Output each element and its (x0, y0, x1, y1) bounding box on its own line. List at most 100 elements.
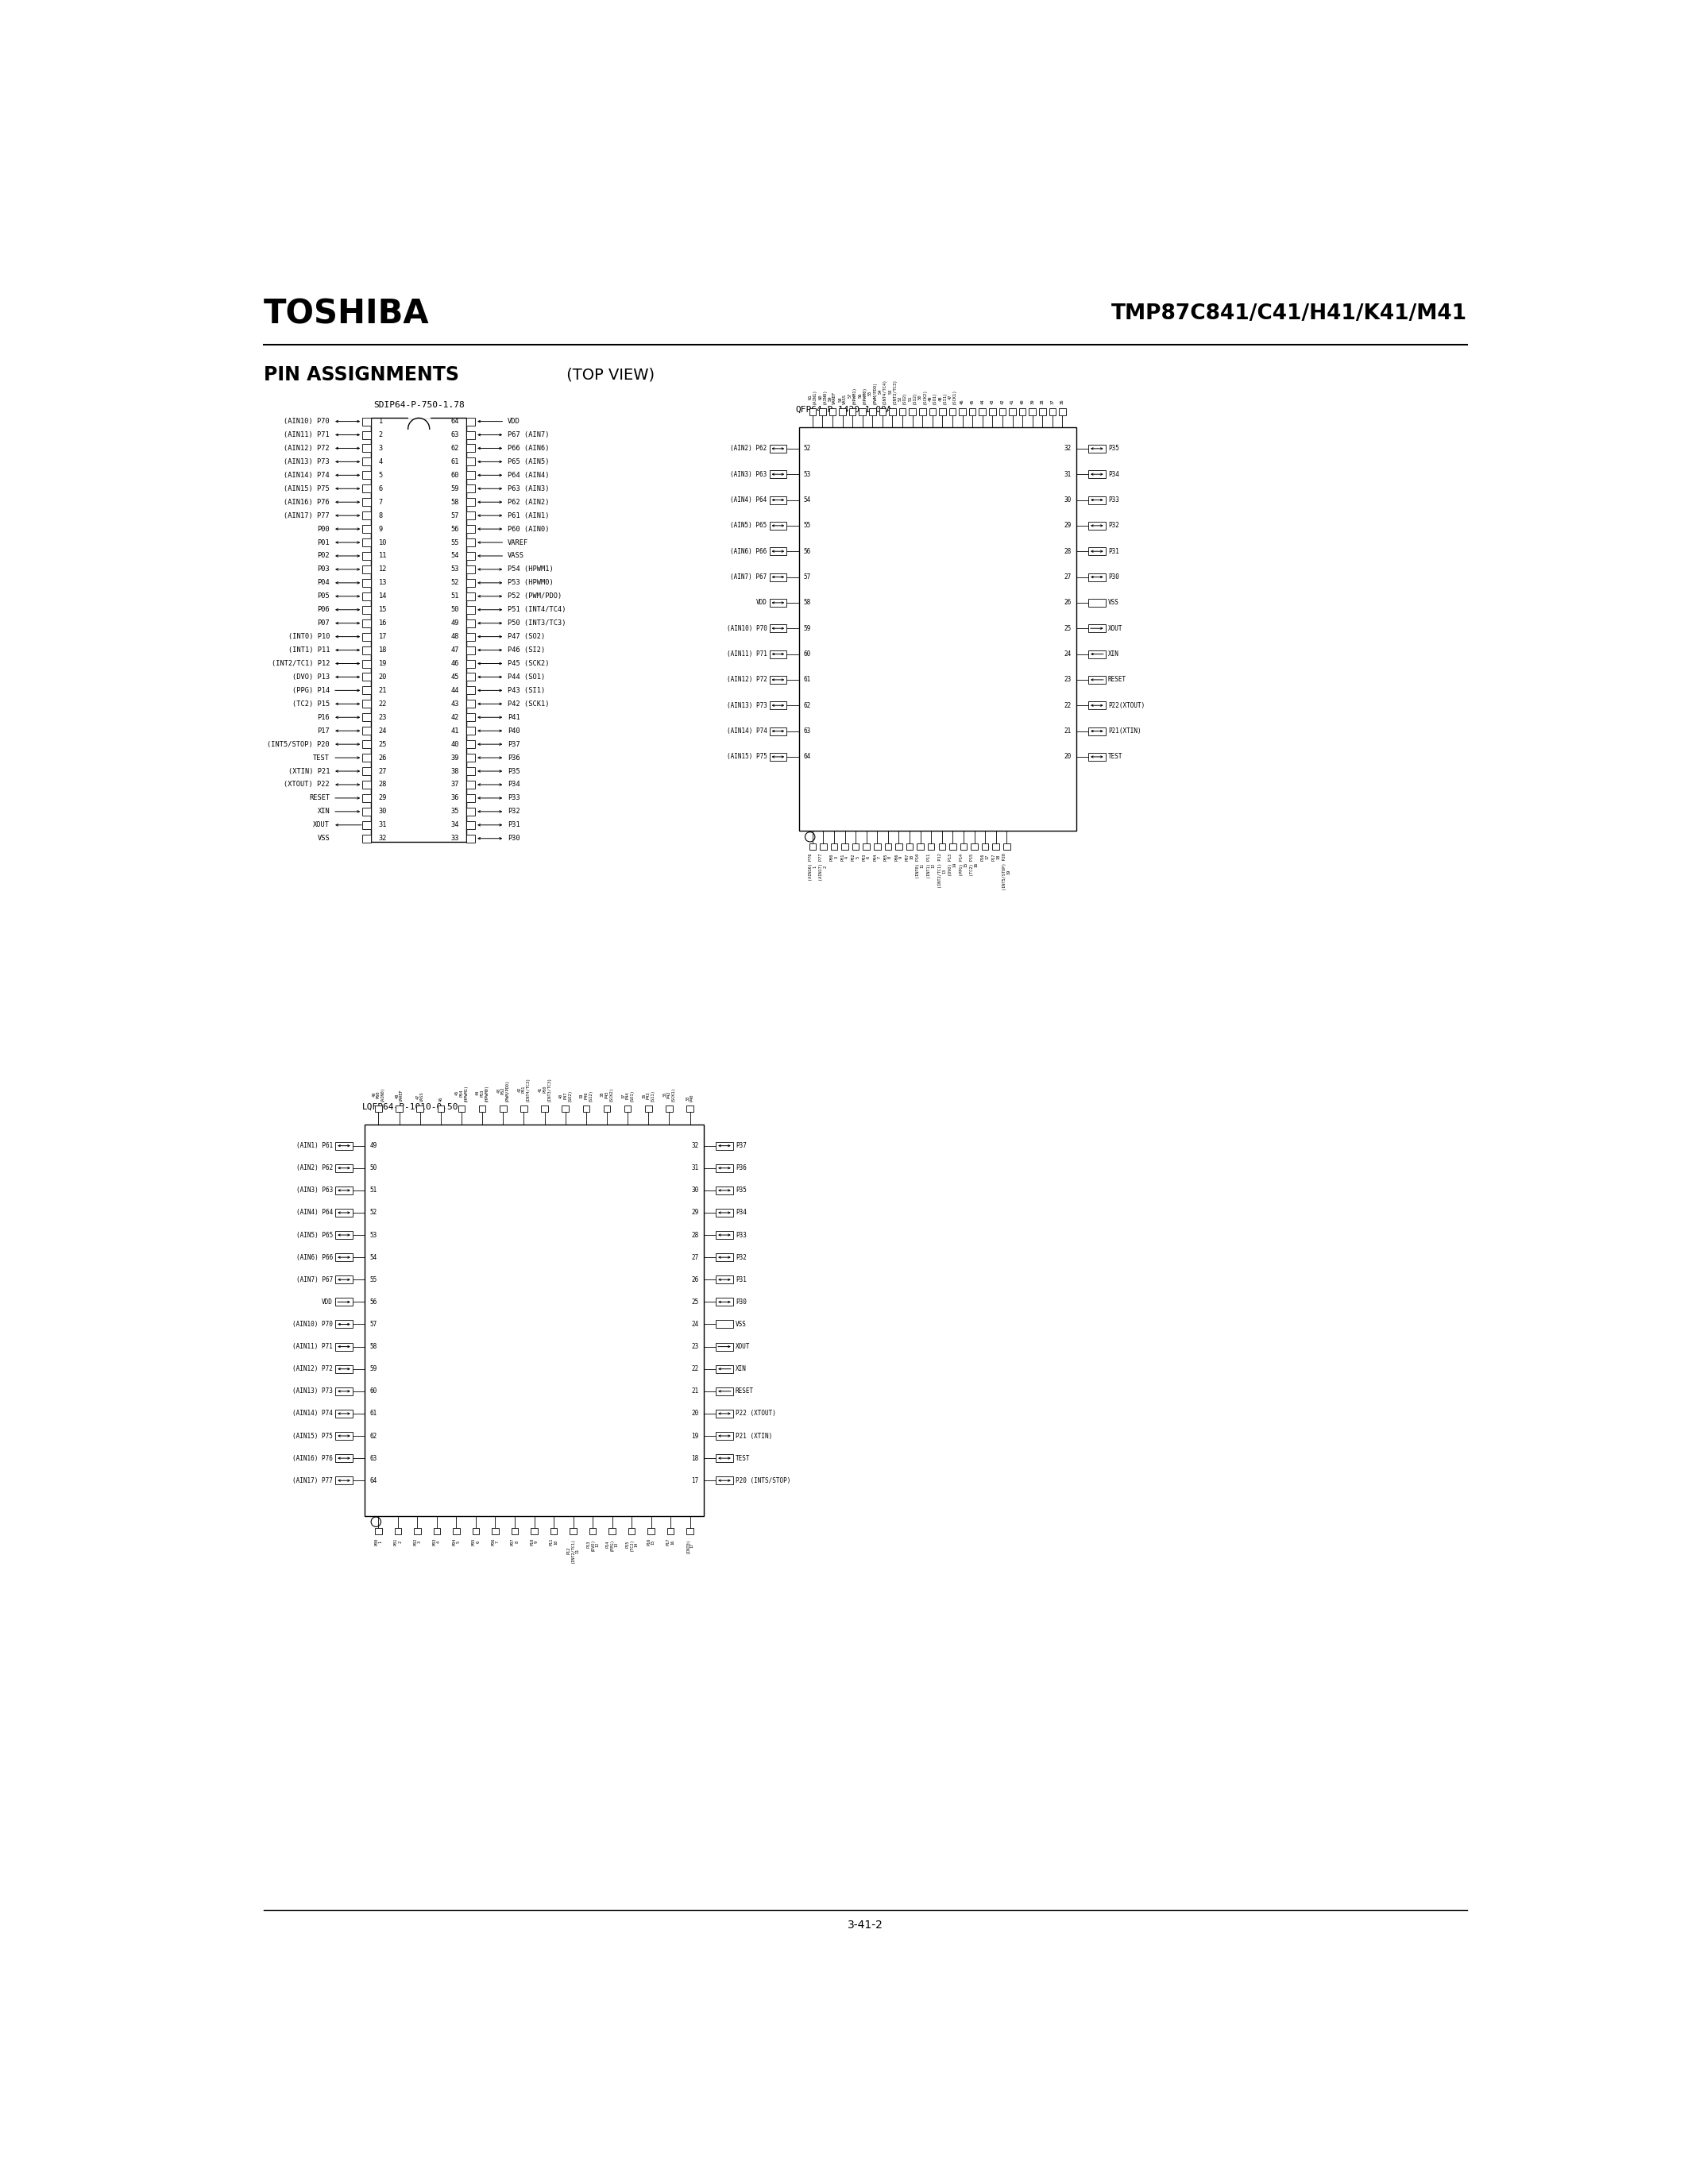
Text: P31: P31 (1107, 548, 1119, 555)
Text: P04
5: P04 5 (452, 1538, 461, 1546)
Text: 27: 27 (690, 1254, 699, 1260)
Bar (466, 795, 474, 802)
Text: (AIN17) P77: (AIN17) P77 (292, 1476, 333, 1485)
Text: 16: 16 (378, 620, 387, 627)
Bar (520, 1105, 527, 1112)
Bar (960, 843, 967, 850)
Bar (841, 843, 849, 850)
Bar (336, 1164, 353, 1173)
Bar (900, 408, 906, 415)
Text: 32: 32 (378, 834, 387, 843)
Bar (491, 1529, 498, 1535)
Text: P20 (INTS/STOP): P20 (INTS/STOP) (736, 1476, 790, 1485)
Bar (687, 1529, 694, 1535)
Text: P05
6: P05 6 (471, 1538, 479, 1546)
Text: P02: P02 (317, 553, 329, 559)
Bar (959, 408, 966, 415)
Text: 48: 48 (451, 633, 459, 640)
Text: 53: 53 (803, 472, 812, 478)
Bar (336, 1476, 353, 1485)
Text: P10
9: P10 9 (530, 1538, 538, 1546)
Text: P02
5: P02 5 (851, 854, 859, 860)
Bar (716, 1476, 733, 1485)
Text: 59: 59 (370, 1365, 376, 1372)
Text: 31: 31 (690, 1164, 699, 1171)
Text: 35
P42
(SCK1): 35 P42 (SCK1) (663, 1088, 675, 1101)
Bar (687, 1105, 694, 1112)
Text: P34: P34 (1107, 472, 1119, 478)
Bar (1089, 753, 1106, 760)
Text: 10: 10 (378, 539, 387, 546)
Text: 14: 14 (378, 592, 387, 601)
Text: 39: 39 (1030, 400, 1035, 404)
Text: 54: 54 (803, 496, 812, 505)
Bar (336, 1455, 353, 1463)
Text: P01: P01 (317, 539, 329, 546)
Text: 20: 20 (378, 673, 387, 681)
Bar (604, 1105, 611, 1112)
Text: (AIN4) P64: (AIN4) P64 (295, 1210, 333, 1216)
Text: 44
P53
(HPWM0): 44 P53 (HPWM0) (476, 1083, 488, 1101)
Text: 53
(INT3/TC3): 53 (INT3/TC3) (888, 378, 896, 404)
Bar (336, 1321, 353, 1328)
Text: (DVO) P13
14: (DVO) P13 14 (949, 854, 957, 876)
Text: 47
(SCK1): 47 (SCK1) (949, 389, 957, 404)
Text: P31: P31 (508, 821, 520, 828)
Bar (716, 1275, 733, 1284)
Bar (363, 834, 371, 843)
Bar (363, 633, 371, 640)
Text: 57
(HPWM1): 57 (HPWM1) (849, 387, 856, 404)
Text: P13
(DVO)
12: P13 (DVO) 12 (586, 1538, 599, 1551)
Text: (INT2/TC1) P12
13: (INT2/TC1) P12 13 (939, 854, 945, 889)
Text: P33: P33 (736, 1232, 746, 1238)
Bar (1089, 675, 1106, 684)
Text: VDD: VDD (322, 1299, 333, 1306)
Text: 9: 9 (378, 526, 383, 533)
Text: P36: P36 (736, 1164, 746, 1171)
Text: P33: P33 (508, 795, 520, 802)
Text: VASS: VASS (508, 553, 525, 559)
Text: 23: 23 (1063, 677, 1070, 684)
Text: 59: 59 (803, 625, 812, 631)
Bar (363, 780, 371, 788)
Text: 36: 36 (1060, 400, 1065, 404)
Bar (466, 753, 474, 762)
Text: 63: 63 (370, 1455, 376, 1461)
Text: 43: 43 (451, 701, 459, 708)
Text: P66 (AIN6): P66 (AIN6) (508, 446, 549, 452)
Bar (375, 1529, 381, 1535)
Bar (363, 795, 371, 802)
Text: P05: P05 (317, 592, 329, 601)
Text: 25: 25 (1063, 625, 1070, 631)
Bar (530, 1529, 537, 1535)
Bar (716, 1409, 733, 1417)
Text: (AIN11) P71: (AIN11) P71 (726, 651, 766, 657)
Text: (AIN12) P72: (AIN12) P72 (284, 446, 329, 452)
Text: 32: 32 (1063, 446, 1070, 452)
Bar (336, 1142, 353, 1149)
Bar (365, 1125, 704, 1516)
Text: RESET: RESET (1107, 677, 1126, 684)
Text: (PPG) P14
15: (PPG) P14 15 (959, 854, 967, 876)
Bar (466, 539, 474, 546)
Bar (716, 1164, 733, 1173)
Text: 54: 54 (451, 553, 459, 559)
Bar (1089, 598, 1106, 607)
Bar (648, 1529, 655, 1535)
Bar (466, 620, 474, 627)
Text: 25: 25 (690, 1299, 699, 1306)
Bar (770, 548, 787, 555)
Text: 60
(AIN0): 60 (AIN0) (819, 389, 827, 404)
Bar (375, 1105, 381, 1112)
Bar (949, 843, 955, 850)
Text: P62 (AIN2): P62 (AIN2) (508, 498, 549, 507)
Text: 27: 27 (1063, 574, 1070, 581)
Text: (INT1) P11
12: (INT1) P11 12 (927, 854, 935, 878)
Text: 42
P51
(INT4/TC3): 42 P51 (INT4/TC3) (518, 1077, 530, 1101)
Bar (1089, 522, 1106, 531)
Bar (910, 408, 917, 415)
Bar (466, 430, 474, 439)
Bar (336, 1208, 353, 1216)
Text: VAREF: VAREF (508, 539, 528, 546)
Text: (AIN13) P73: (AIN13) P73 (726, 701, 766, 710)
